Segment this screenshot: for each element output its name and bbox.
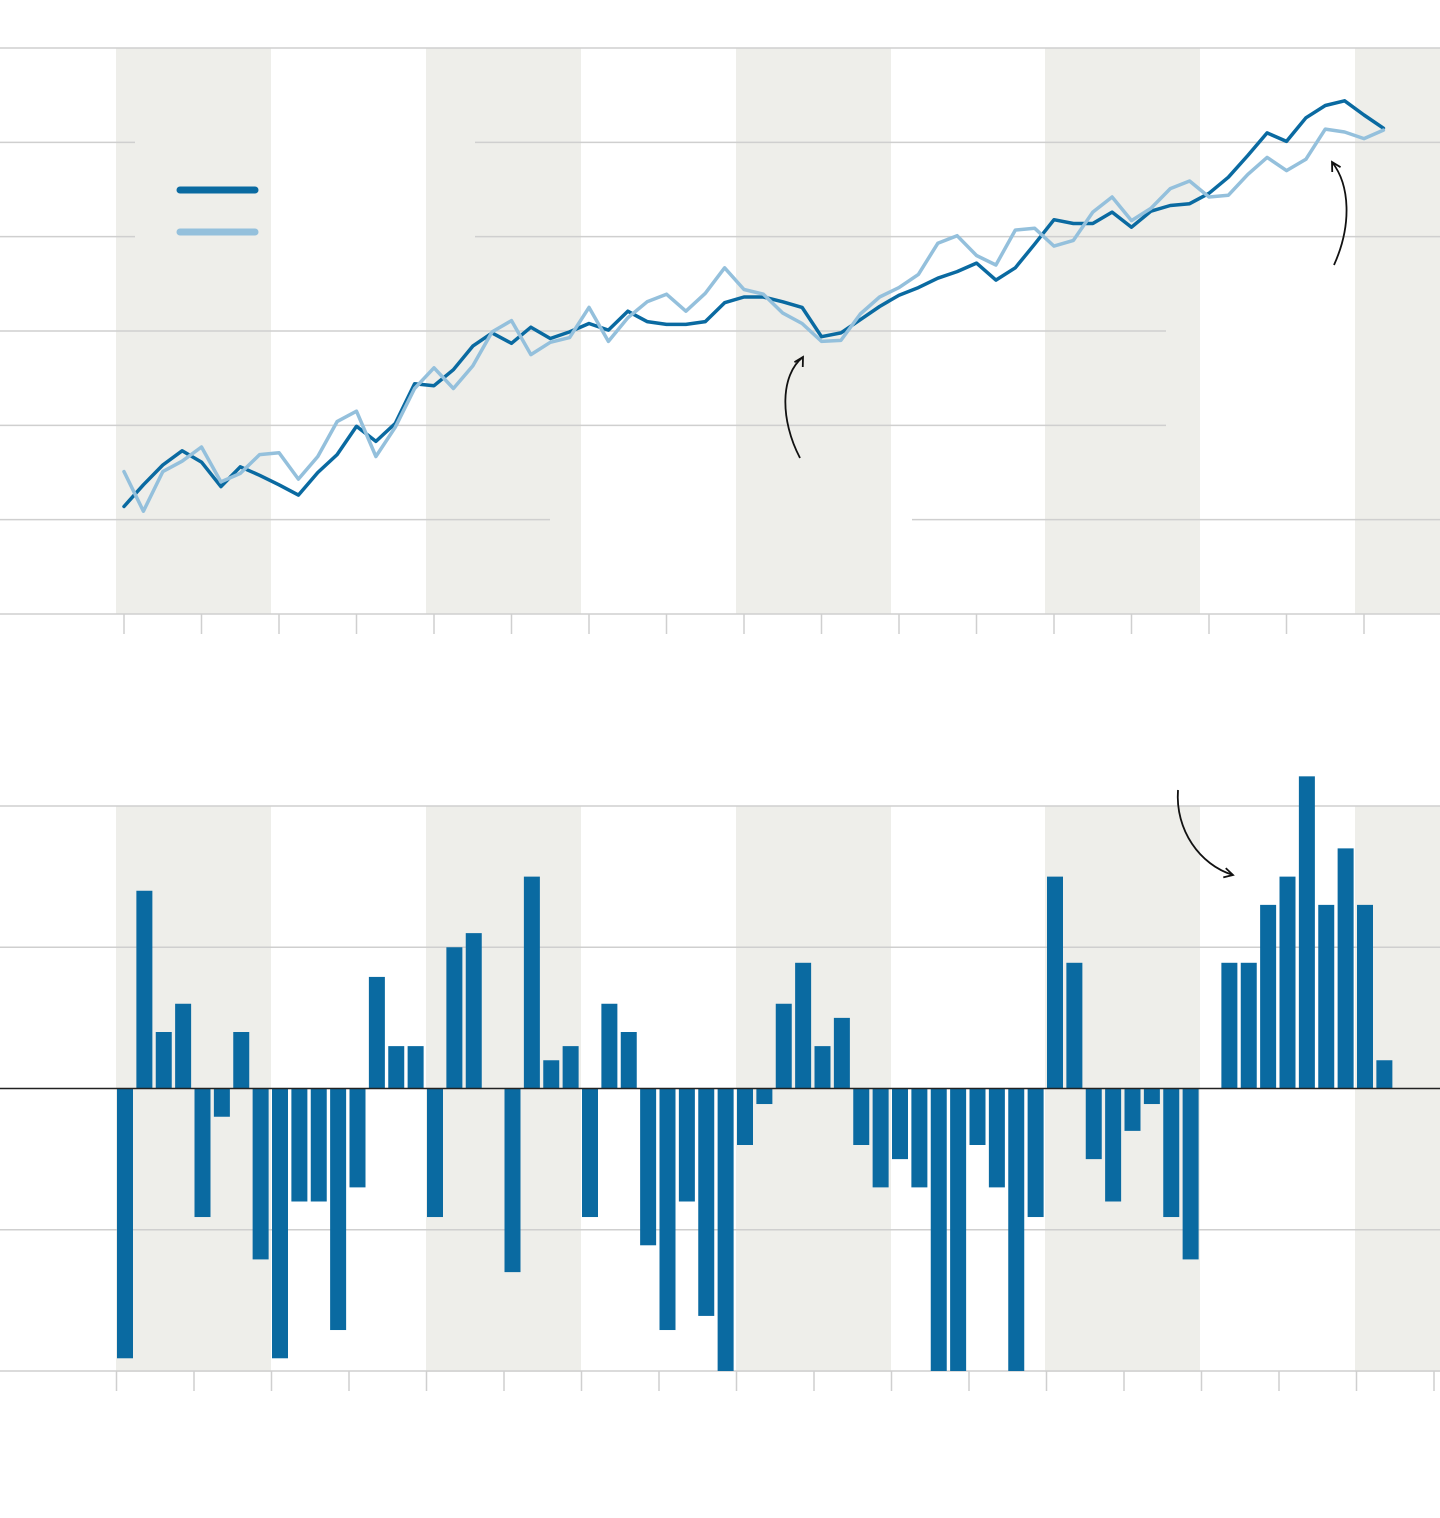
bar: [1376, 1060, 1393, 1089]
bar: [330, 1088, 347, 1331]
bar: [659, 1088, 676, 1331]
bar: [465, 933, 482, 1089]
bar: [1143, 1088, 1160, 1105]
bar: [833, 1017, 850, 1089]
bar: [640, 1088, 657, 1246]
bar: [213, 1088, 230, 1117]
bar: [388, 1046, 405, 1089]
bar: [930, 1088, 947, 1371]
bar: [1298, 776, 1315, 1089]
bar: [1260, 904, 1277, 1089]
arrow-head: [793, 355, 804, 368]
bar: [892, 1088, 908, 1160]
bar: [194, 1088, 211, 1218]
bar: [756, 1088, 773, 1105]
bar: [1085, 1088, 1102, 1160]
arrow-head: [1223, 867, 1235, 879]
bar: [872, 1088, 889, 1188]
bar: [291, 1088, 308, 1202]
bar: [601, 1003, 618, 1089]
bar: [368, 976, 385, 1089]
bar: [950, 1088, 967, 1371]
annotation-arrow: [1176, 789, 1234, 876]
bar: [155, 1032, 172, 1089]
bar: [1221, 962, 1238, 1089]
bar: [1066, 962, 1083, 1089]
bar: [698, 1088, 715, 1316]
bar: [446, 947, 463, 1089]
bar: [310, 1088, 327, 1202]
bar: [853, 1088, 870, 1145]
bar: [620, 1032, 637, 1089]
bar: [1279, 876, 1296, 1089]
bar: [795, 962, 812, 1089]
bar: [1163, 1088, 1180, 1218]
bar: [1357, 904, 1373, 1089]
bar: [523, 876, 540, 1089]
bar: [427, 1088, 443, 1218]
bar: [1124, 1088, 1141, 1131]
bar: [1047, 876, 1063, 1089]
line: [122, 99, 1386, 509]
bar: [775, 1003, 792, 1089]
bar: [252, 1088, 269, 1260]
bar: [1105, 1088, 1122, 1202]
bar: [911, 1088, 928, 1188]
bar: [717, 1088, 734, 1371]
bar: [582, 1088, 598, 1218]
bar: [1027, 1088, 1044, 1218]
bar: [737, 1088, 753, 1145]
bar: [543, 1060, 560, 1089]
bar: [1182, 1088, 1199, 1260]
bar: [504, 1088, 521, 1273]
bar: [175, 1003, 192, 1089]
bar: [233, 1032, 250, 1089]
bar: [1337, 848, 1354, 1089]
bar: [136, 890, 153, 1089]
bar: [1240, 962, 1257, 1089]
bar: [988, 1088, 1005, 1188]
bar: [814, 1046, 831, 1089]
bar: [407, 1046, 424, 1089]
bar: [562, 1046, 579, 1089]
bar: [272, 1088, 288, 1359]
line: [122, 127, 1386, 513]
annotation-arrow: [784, 356, 804, 459]
bar: [1008, 1088, 1025, 1371]
arrow-head: [1331, 160, 1342, 173]
bar: [349, 1088, 366, 1188]
bar: [1318, 904, 1335, 1089]
annotation-arrow: [1331, 161, 1348, 266]
band: [1355, 48, 1440, 614]
bar: [678, 1088, 695, 1202]
bar: [969, 1088, 986, 1145]
bar: [117, 1088, 133, 1359]
